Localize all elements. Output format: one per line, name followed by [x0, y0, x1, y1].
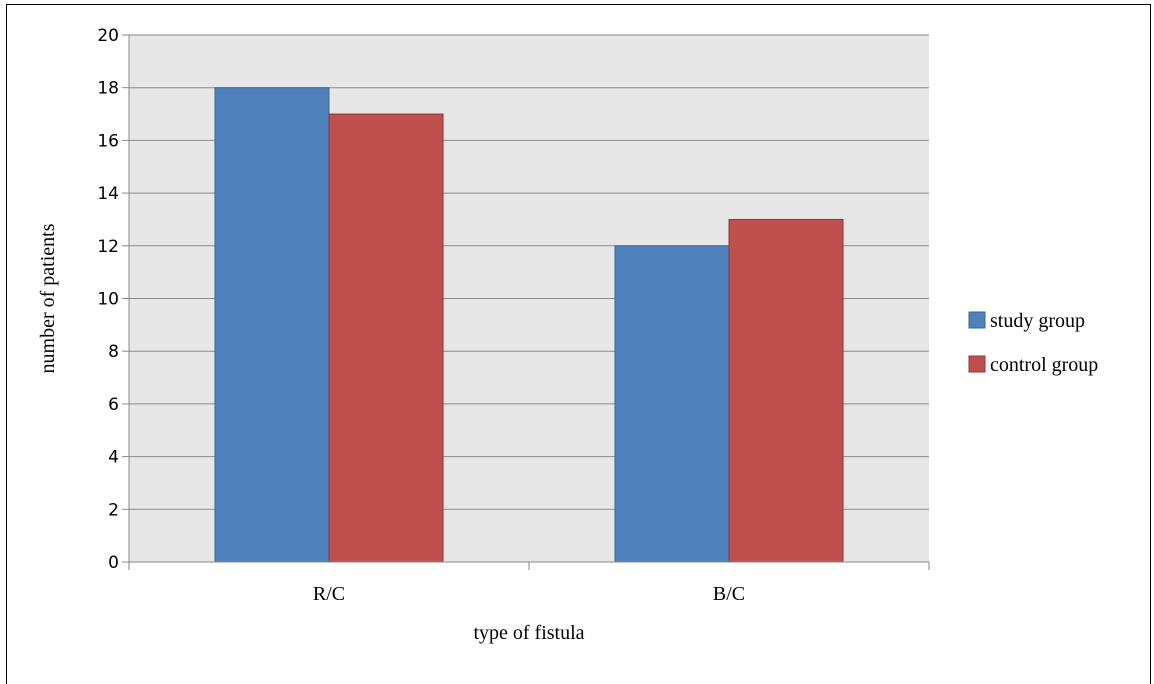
legend-swatch — [968, 355, 986, 373]
y-tick-label: 4 — [108, 448, 119, 468]
y-tick-label: 12 — [97, 237, 119, 257]
y-tick-label: 0 — [108, 553, 119, 573]
axes — [128, 35, 930, 570]
bar — [214, 87, 330, 563]
y-tick-label: 8 — [108, 342, 119, 362]
legend-label: study group — [990, 310, 1085, 332]
bar — [614, 245, 730, 563]
y-tick-labels: 0 2 4 6 8 10 12 14 16 18 20 — [97, 26, 119, 573]
legend-swatch — [968, 311, 986, 329]
bar — [728, 218, 844, 563]
y-axis-title: number of patients — [37, 223, 59, 373]
x-category-label: B/C — [713, 583, 745, 605]
y-tick-label: 2 — [108, 500, 119, 520]
y-tick-label: 10 — [97, 290, 119, 310]
y-tick-label: 6 — [108, 395, 119, 415]
y-tick-label: 14 — [97, 184, 119, 204]
legend-label: control group — [990, 354, 1098, 376]
y-tick-label: 20 — [97, 26, 119, 46]
bar — [328, 113, 444, 563]
y-tick-label: 16 — [97, 131, 119, 151]
bars — [214, 87, 844, 563]
legend: study group control group — [968, 310, 1098, 376]
y-tick-label: 18 — [97, 79, 119, 99]
x-category-labels: R/C B/C — [313, 583, 745, 605]
x-category-label: R/C — [313, 583, 345, 605]
x-axis-title: type of fistula — [473, 622, 584, 644]
